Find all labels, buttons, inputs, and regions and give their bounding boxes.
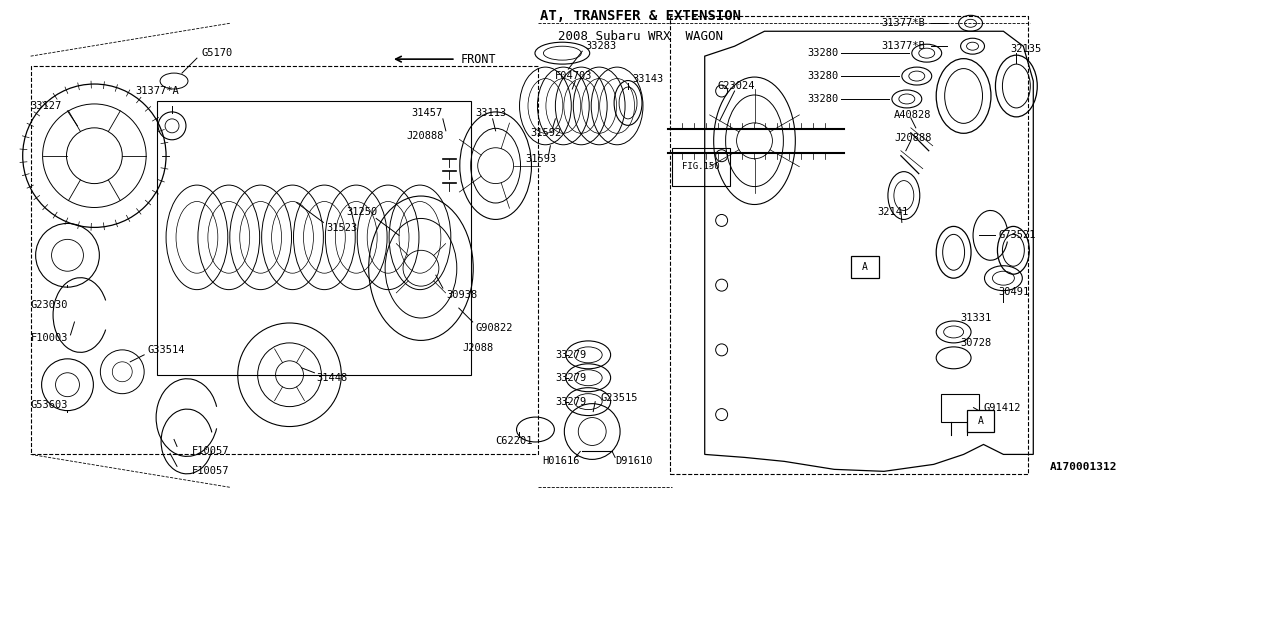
Text: 31377*B: 31377*B xyxy=(881,41,924,51)
Text: F10057: F10057 xyxy=(192,447,229,456)
Text: G23024: G23024 xyxy=(718,81,755,91)
Text: 30938: 30938 xyxy=(445,290,477,300)
Text: G33514: G33514 xyxy=(147,345,184,355)
Text: 33280: 33280 xyxy=(808,94,838,104)
Text: 33143: 33143 xyxy=(632,74,663,84)
Text: A40828: A40828 xyxy=(893,110,932,120)
Bar xyxy=(966,410,995,431)
Text: J2088: J2088 xyxy=(463,343,494,353)
Text: G53603: G53603 xyxy=(31,399,68,410)
Bar xyxy=(672,148,730,186)
Text: FRONT: FRONT xyxy=(461,52,497,66)
Text: J20888: J20888 xyxy=(406,131,443,141)
Text: 33280: 33280 xyxy=(808,71,838,81)
Text: G23030: G23030 xyxy=(31,300,68,310)
Text: C62201: C62201 xyxy=(495,436,534,447)
Text: J20888: J20888 xyxy=(893,132,932,143)
Text: 31331: 31331 xyxy=(960,313,992,323)
Text: F04703: F04703 xyxy=(556,71,593,81)
Text: 30491: 30491 xyxy=(998,287,1029,297)
Text: G5170: G5170 xyxy=(202,48,233,58)
Text: 33280: 33280 xyxy=(808,48,838,58)
Text: A: A xyxy=(863,262,868,272)
Bar xyxy=(157,101,471,375)
Bar xyxy=(941,394,978,422)
Text: 33279: 33279 xyxy=(556,350,586,360)
Bar xyxy=(851,256,879,278)
Text: 33283: 33283 xyxy=(585,41,617,51)
Text: 2008 Subaru WRX  WAGON: 2008 Subaru WRX WAGON xyxy=(558,29,722,43)
Text: 33279: 33279 xyxy=(556,372,586,383)
Text: F10057: F10057 xyxy=(192,467,229,476)
Text: G23515: G23515 xyxy=(600,393,637,403)
Text: FIG.150: FIG.150 xyxy=(682,162,719,171)
Text: 31457: 31457 xyxy=(411,108,443,118)
Text: G90822: G90822 xyxy=(476,323,513,333)
Text: D91610: D91610 xyxy=(616,456,653,467)
Text: 31592: 31592 xyxy=(530,128,562,138)
Text: 32135: 32135 xyxy=(1010,44,1042,54)
Text: A: A xyxy=(978,415,983,426)
Text: 32141: 32141 xyxy=(877,207,909,218)
Text: 31377*B: 31377*B xyxy=(881,19,924,28)
Text: H01616: H01616 xyxy=(543,456,580,467)
Text: AT, TRANSFER & EXTENSION: AT, TRANSFER & EXTENSION xyxy=(539,10,741,23)
Text: G91412: G91412 xyxy=(983,403,1021,413)
Text: F10003: F10003 xyxy=(31,333,68,343)
Text: 33113: 33113 xyxy=(476,108,507,118)
Text: 31448: 31448 xyxy=(316,372,348,383)
Text: 31523: 31523 xyxy=(326,223,357,234)
Text: G73521: G73521 xyxy=(998,230,1036,241)
Text: 33279: 33279 xyxy=(556,397,586,406)
Text: 31377*A: 31377*A xyxy=(136,86,179,96)
Text: 30728: 30728 xyxy=(960,338,992,348)
Text: A170001312: A170001312 xyxy=(1050,462,1117,472)
Text: 31250: 31250 xyxy=(347,207,378,218)
Text: 31593: 31593 xyxy=(526,154,557,164)
Text: 33127: 33127 xyxy=(31,101,61,111)
